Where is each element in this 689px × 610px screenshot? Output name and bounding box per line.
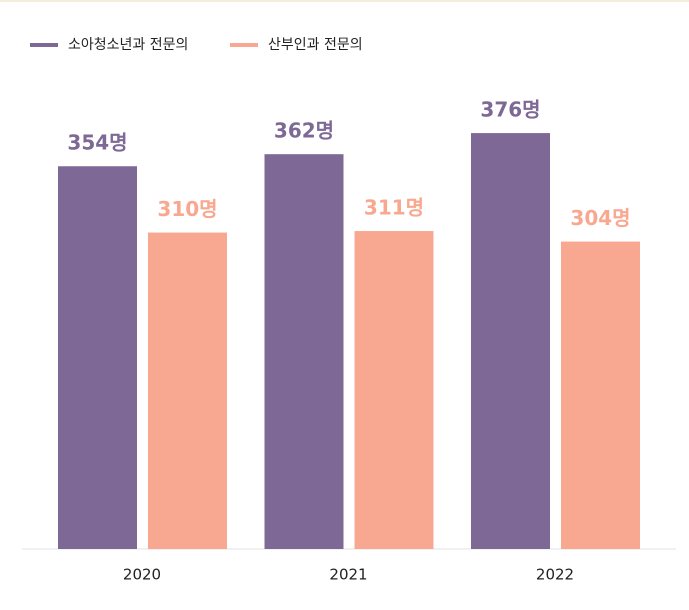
bar [561,241,640,549]
bar [58,166,137,549]
bar [148,232,227,549]
value-label: 376명 [480,98,540,122]
value-label: 310명 [157,197,217,221]
value-label: 311명 [364,196,424,220]
legend-label: 산부인과 전문의 [268,37,363,53]
value-label: 304명 [570,206,630,230]
x-tick-label: 2020 [123,566,161,584]
value-label: 362명 [274,119,334,143]
x-tick-label: 2022 [536,566,574,584]
legend-label: 소아청소년과 전문의 [68,37,188,53]
x-tick-label: 2021 [329,566,367,584]
bar [471,133,550,549]
bar [354,231,434,549]
bar [264,154,344,549]
value-label: 354명 [67,131,127,155]
